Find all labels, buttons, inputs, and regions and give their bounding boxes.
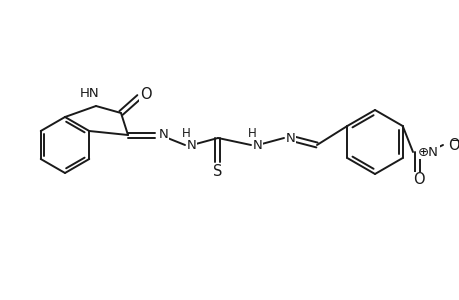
Text: O: O [140, 86, 151, 101]
Text: −: − [450, 134, 459, 146]
Text: O: O [412, 172, 424, 188]
Text: N: N [285, 131, 295, 145]
Text: H: H [247, 127, 256, 140]
Text: HN: HN [80, 86, 100, 100]
Text: S: S [213, 164, 222, 178]
Text: N: N [187, 139, 196, 152]
Text: N: N [252, 139, 262, 152]
Text: N: N [159, 128, 168, 140]
Text: ⊕N: ⊕N [417, 146, 438, 158]
Text: O: O [447, 137, 459, 152]
Text: H: H [181, 127, 190, 140]
